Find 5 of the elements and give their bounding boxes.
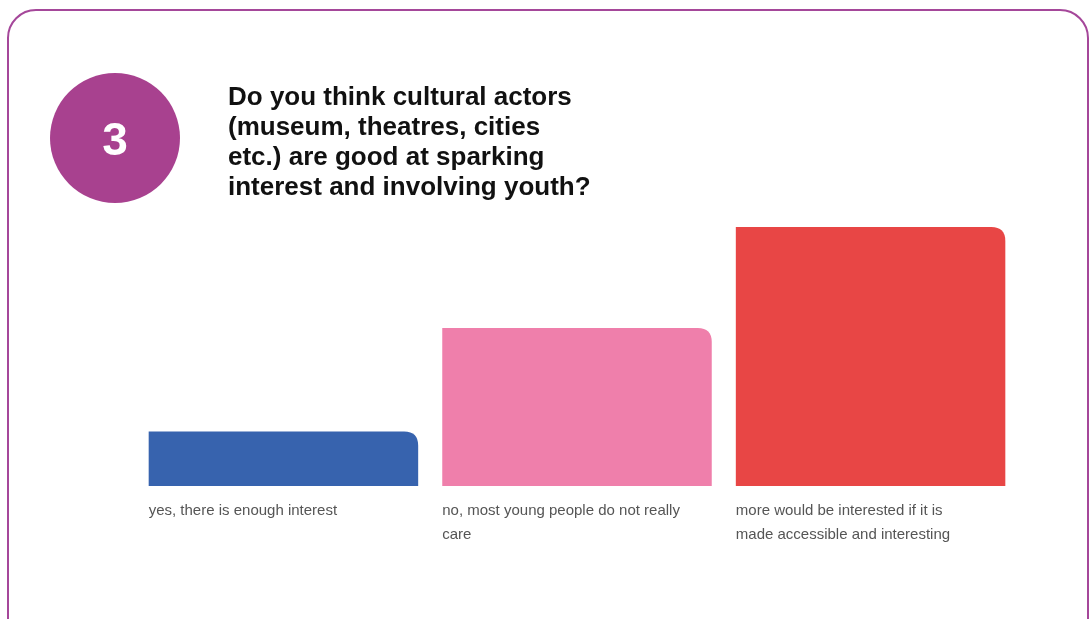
x-tick-label: no, most young people do not really care	[442, 501, 681, 542]
number-badge: 3	[50, 73, 180, 203]
x-tick-label: more would be interested if it is made accessible and interesting	[735, 501, 951, 542]
x-tick-label: yes, there is enough interest	[148, 501, 338, 518]
chart-title: Do you think cultural actors (museum, theatres, cities etc.) are good at sparking interest and involving youth?	[228, 81, 591, 201]
